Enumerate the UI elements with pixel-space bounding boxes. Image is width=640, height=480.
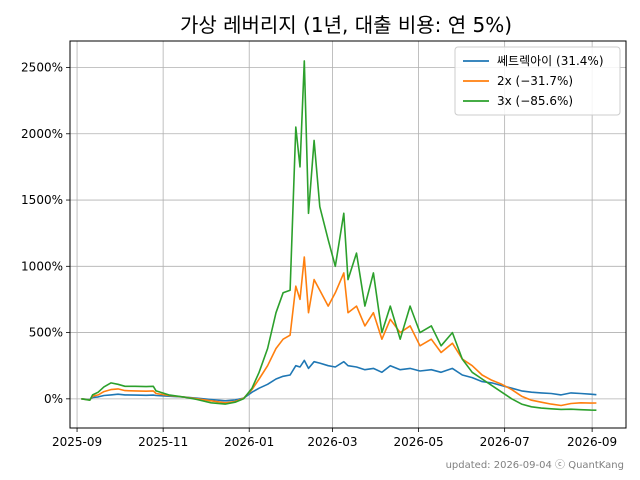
series-line-2 (81, 256, 597, 407)
series-line-1 (81, 359, 597, 402)
x-tick-label: 2025-09 (52, 435, 102, 449)
series-lines (81, 60, 597, 411)
x-tick-label: 2026-03 (307, 435, 357, 449)
x-tick-label: 2026-09 (567, 435, 617, 449)
x-tick-label: 2025-11 (138, 435, 188, 449)
y-axis-ticks: 0% 500% 1000% 1500% 2000% 2500% (21, 61, 70, 406)
plot-frame (69, 40, 627, 429)
y-tick-label: 1500% (21, 193, 63, 207)
y-tick-label: 500% (29, 326, 63, 340)
x-tick-label: 2026-07 (480, 435, 530, 449)
footer-credit: updated: 2026-09-04 ⓒ QuantKang (446, 459, 624, 471)
chart-title: 가상 레버리지 (1년, 대출 비용: 연 5%) (180, 13, 512, 37)
x-axis-ticks: 2025-09 2025-11 2026-01 2026-03 2026-05 2026-… (52, 428, 617, 449)
legend-label: 3x (−85.6%) (497, 94, 573, 108)
y-tick-label: 2000% (21, 127, 63, 141)
y-tick-label: 2500% (21, 61, 63, 75)
y-tick-label: 1000% (21, 259, 63, 273)
legend: 쎄트렉아이 (31.4%) 2x (−31.7%) 3x (−85.6%) (454, 46, 621, 116)
series-line-3 (81, 60, 597, 411)
legend-label: 2x (−31.7%) (497, 74, 573, 88)
legend-label: 쎄트렉아이 (31.4%) (497, 54, 604, 68)
legend-box (454, 46, 621, 116)
y-tick-label: 0% (44, 392, 63, 406)
x-tick-label: 2026-01 (224, 435, 274, 449)
x-tick-label: 2026-05 (393, 435, 443, 449)
